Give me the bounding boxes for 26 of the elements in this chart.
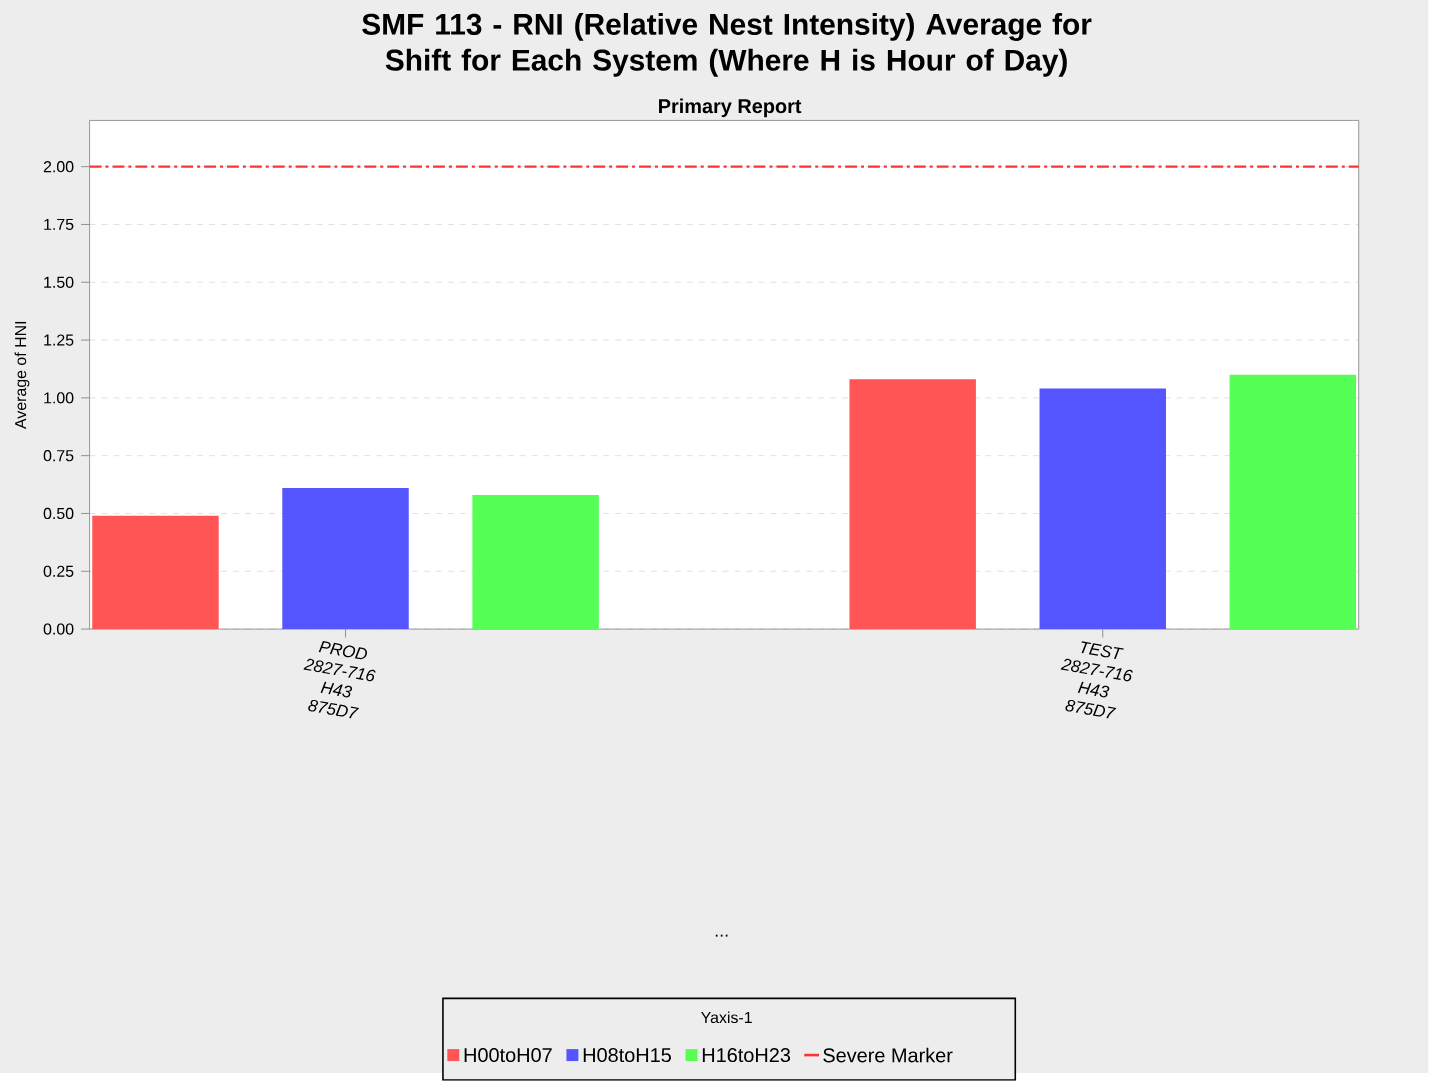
y-tick-label: 1.00	[44, 392, 74, 404]
y-tick-label: 0.25	[43, 565, 74, 578]
y-tick-label: 2.00	[43, 161, 74, 173]
x-tick-label: PROD 2827-716 H43 875D7	[303, 641, 376, 719]
legend-label: H08toH15	[583, 1048, 671, 1063]
legend-label: Severe Marker	[823, 1047, 953, 1063]
bar	[282, 488, 409, 630]
chart-title: SMF 113 - RNI (Relative Nest Intensity) Average for Shift for Each System (Where H is Hour of Day)	[362, 13, 1092, 77]
bar	[92, 515, 219, 630]
y-tick-label: 0.75	[43, 450, 74, 462]
y-tick-label: 0.00	[43, 623, 74, 635]
legend-label: H16toH23	[702, 1048, 791, 1063]
legend-label: H00toH07	[464, 1048, 552, 1063]
bar	[1229, 374, 1357, 630]
x-tick-label: TEST 2827-716 H43 875D7	[1060, 641, 1133, 719]
y-axis-title: Average of HNI	[14, 322, 30, 430]
chart-subtitle: Primary Report	[659, 98, 802, 118]
legend-title: Yaxis-1	[701, 1011, 752, 1024]
y-tick-label: 1.75	[44, 219, 74, 231]
y-tick-label: 0.50	[43, 507, 74, 520]
bar	[849, 379, 976, 630]
bar	[472, 495, 599, 630]
y-tick-label: 1.50	[44, 276, 74, 289]
text: ...	[715, 934, 728, 937]
y-tick-label: 1.25	[44, 334, 74, 346]
bar	[1039, 388, 1166, 630]
